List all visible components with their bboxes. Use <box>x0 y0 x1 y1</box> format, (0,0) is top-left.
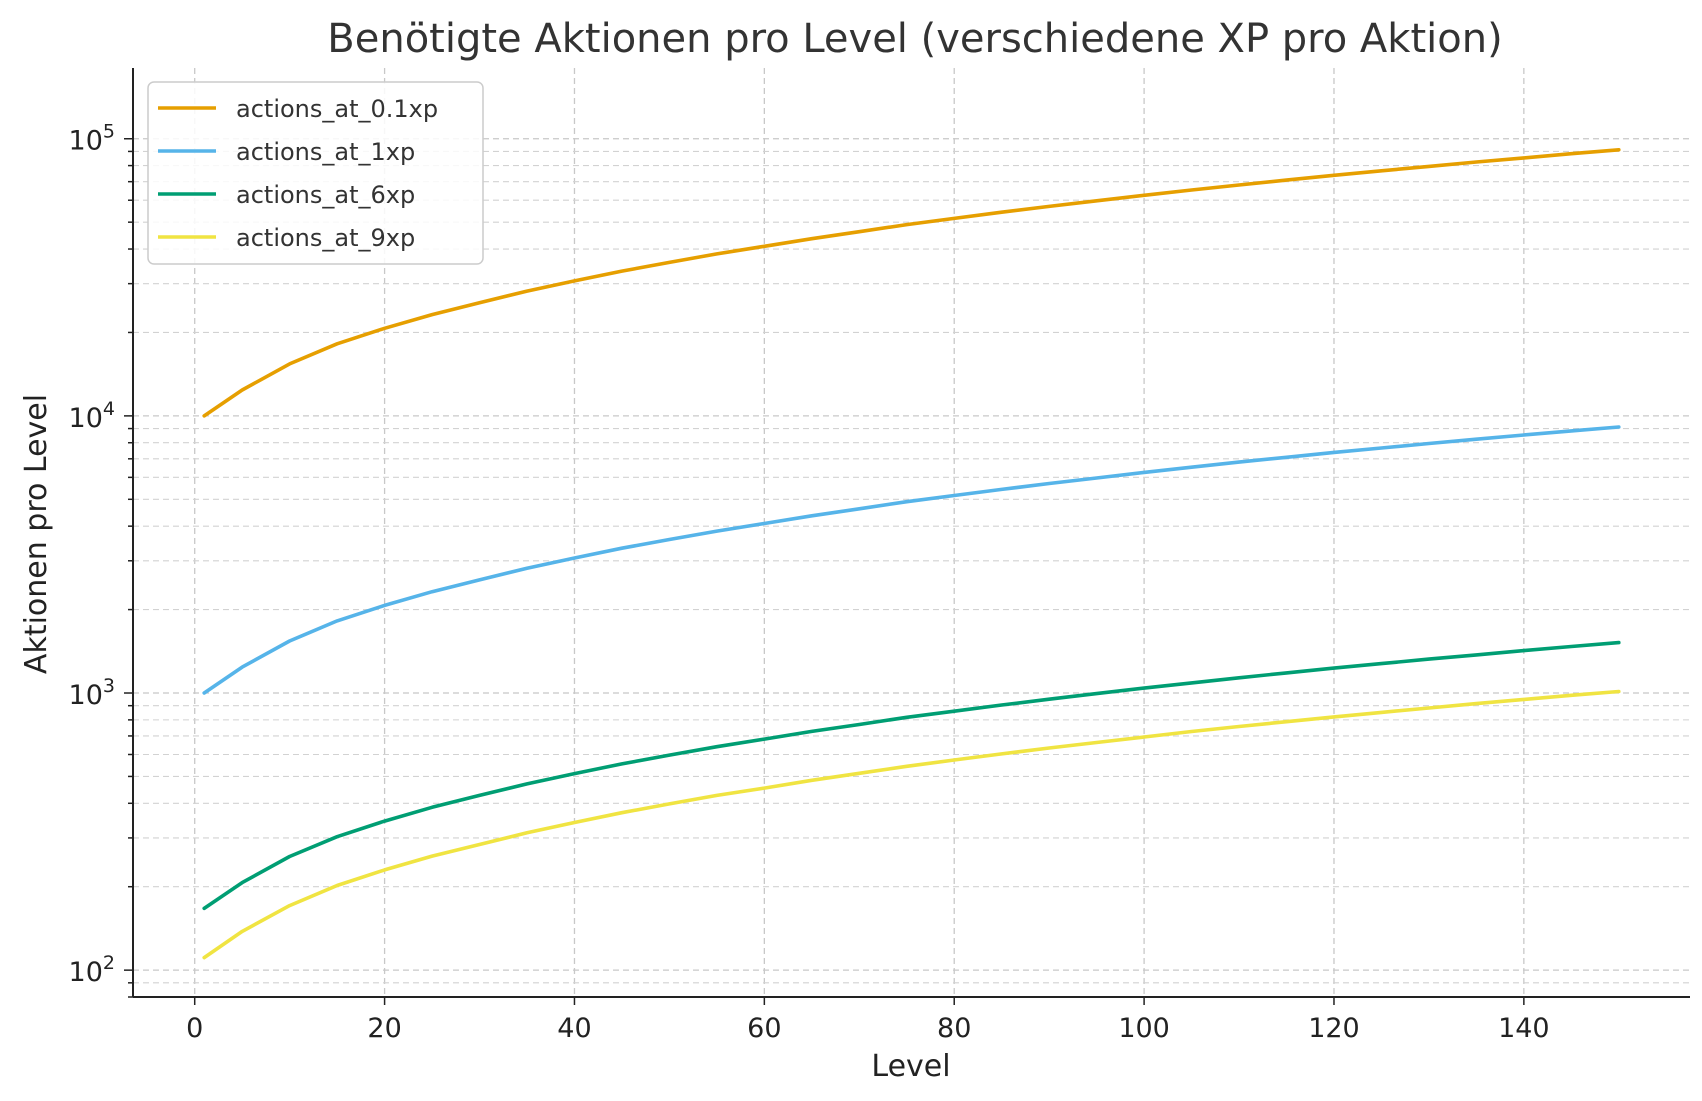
legend-label: actions_at_0.1xp <box>236 95 438 123</box>
y-axis-label: Aktionen pro Level <box>19 394 54 674</box>
chart-title: Benötigte Aktionen pro Level (verschiede… <box>327 16 1502 62</box>
series-line-1 <box>202 425 1621 695</box>
series-lines <box>202 148 1621 960</box>
x-tick-label: 20 <box>367 1013 401 1044</box>
x-axis-label: Level <box>871 1049 950 1084</box>
legend-label: actions_at_1xp <box>236 138 415 166</box>
x-tick-label: 140 <box>1498 1013 1550 1044</box>
x-tick-label: 0 <box>186 1013 203 1044</box>
legend-label: actions_at_6xp <box>236 181 415 209</box>
legend-box <box>147 81 484 265</box>
y-tick-label: 105 <box>69 121 115 157</box>
x-tick-label: 80 <box>937 1013 971 1044</box>
series-line-2 <box>202 640 1621 911</box>
y-tick-label: 104 <box>69 398 115 434</box>
x-tick-label: 60 <box>747 1013 781 1044</box>
x-tick-label: 100 <box>1118 1013 1170 1044</box>
y-ticks: 102 103 104 105 <box>69 121 133 998</box>
series-line-0 <box>202 148 1621 418</box>
series-line-3 <box>202 689 1621 960</box>
y-tick-label: 103 <box>69 675 115 711</box>
legend-label: actions_at_9xp <box>236 224 415 252</box>
x-ticks: 0 20 40 60 80 100 120 140 <box>186 997 1550 1044</box>
x-tick-label: 40 <box>557 1013 591 1044</box>
legend: actions_at_0.1xp actions_at_1xp actions_at… <box>147 81 484 265</box>
y-tick-label: 102 <box>69 952 115 988</box>
x-tick-label: 120 <box>1308 1013 1360 1044</box>
